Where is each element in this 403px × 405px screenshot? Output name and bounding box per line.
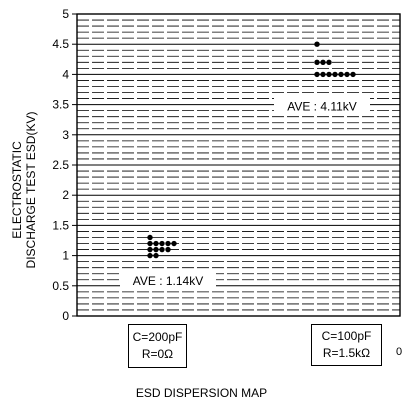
axes [72, 13, 401, 317]
y-axis-label-line-1: ELECTROSTATIC [10, 141, 24, 239]
data-point [165, 240, 171, 247]
y-tick-label: 1.5 [52, 218, 69, 232]
y-tick-label: 3 [62, 128, 69, 142]
data-point [332, 71, 338, 78]
stray-mark: 0 [396, 346, 403, 358]
y-tick-label: 4 [62, 67, 69, 81]
data-point [153, 246, 159, 253]
data-point [344, 71, 350, 78]
data-point [165, 246, 171, 253]
data-point [326, 59, 332, 66]
y-tick-label: 2 [62, 188, 69, 202]
data-point [314, 71, 320, 78]
y-tick-label: 5 [62, 7, 69, 21]
category-2-capacitance: C=100pF [321, 329, 372, 343]
y-tick-label: 2.5 [52, 158, 69, 172]
data-point [153, 240, 159, 247]
data-point [147, 234, 153, 241]
average-annotations: AVE : 1.14kV AVE : 4.11kV [120, 97, 370, 288]
x-axis-label: ESD DISPERSION MAP [135, 386, 268, 400]
y-tick-label: 0 [62, 309, 69, 323]
data-point [320, 71, 326, 78]
data-point [338, 71, 344, 78]
data-point [147, 246, 153, 253]
y-tick-label: 3.5 [52, 98, 69, 112]
y-tick-label: 4.5 [52, 37, 69, 51]
data-point [314, 59, 320, 66]
data-point [326, 71, 332, 78]
category-label-c200pf: C=200pF R=0Ω [128, 324, 187, 368]
average-label-background [274, 97, 370, 114]
category-2-resistance: R=1.5kΩ [322, 346, 371, 360]
data-point [171, 240, 177, 247]
y-axis-label-line-2: DISCHARGE TEST ESD(KV) [24, 111, 38, 269]
plot-frame [76, 13, 401, 317]
category-label-c100pf: C=100pF R=1.5kΩ [311, 324, 382, 366]
grid-lines [77, 13, 400, 317]
y-tick-labels: 0 0.5 1 1.5 2 2.5 3 3.5 4 4.5 5 [52, 7, 69, 323]
data-point [350, 71, 356, 78]
data-point [147, 240, 153, 247]
y-tick-label: 1 [62, 249, 69, 263]
data-point [153, 252, 159, 259]
y-axis-label: ELECTROSTATIC DISCHARGE TEST ESD(KV) [10, 80, 38, 300]
average-label: AVE : 1.14kV [133, 274, 203, 288]
category-1-resistance: R=0Ω [141, 347, 174, 361]
y-tick-label: 0.5 [52, 279, 69, 293]
category-1-capacitance: C=200pF [132, 330, 183, 344]
data-point [320, 59, 326, 66]
average-label-background [120, 271, 216, 288]
data-point [147, 252, 153, 259]
data-point [159, 246, 165, 253]
data-point [314, 41, 320, 47]
data-points [147, 41, 356, 259]
average-label: AVE : 4.11kV [287, 99, 357, 113]
data-point [159, 240, 165, 247]
